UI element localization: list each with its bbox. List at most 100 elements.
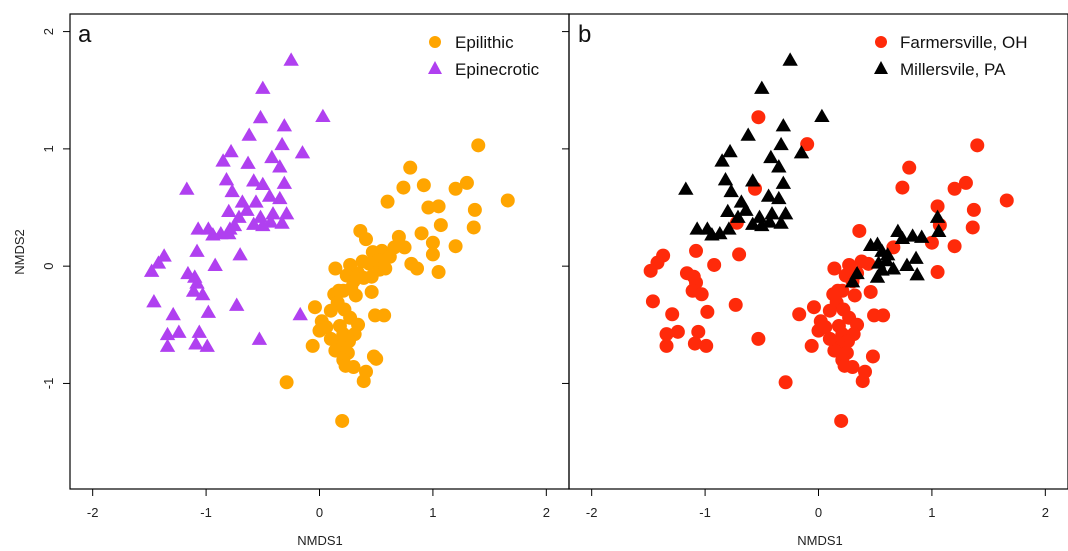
epinecrotic-point — [171, 324, 187, 338]
farmersville-oh-point — [855, 374, 870, 389]
millersvile-pa-point — [745, 216, 761, 230]
epinecrotic-point — [263, 214, 279, 228]
panel-a-marks — [143, 52, 515, 428]
epilithic-point — [319, 320, 334, 335]
millersvile-pa-point — [721, 221, 737, 235]
epilithic-point — [279, 375, 294, 390]
y-tick-label: 0 — [41, 263, 56, 270]
epinecrotic-point — [246, 216, 262, 230]
farmersville-oh-point — [800, 137, 815, 152]
x-tick-label: 0 — [316, 505, 323, 520]
epinecrotic-point — [191, 324, 207, 338]
epinecrotic-point — [194, 286, 211, 301]
epilithic-point — [500, 193, 515, 208]
epilithic-point — [335, 413, 350, 428]
farmersville-oh-point — [827, 261, 842, 276]
millersvile-pa-point — [738, 202, 754, 216]
millersvile-pa-point — [844, 274, 861, 288]
epinecrotic-point — [246, 173, 262, 187]
millersvile-pa-point — [878, 252, 895, 267]
farmersville-oh-point — [699, 338, 714, 353]
epinecrotic-point — [180, 265, 196, 280]
epinecrotic-point — [294, 145, 311, 159]
farmersville-oh-point — [863, 284, 878, 299]
epinecrotic-point — [199, 338, 215, 352]
epinecrotic-point — [241, 127, 257, 141]
epilithic-point — [471, 138, 486, 153]
farmersville-oh-point — [679, 266, 694, 281]
epilithic-point — [323, 331, 338, 346]
farmersville-oh-point — [665, 307, 680, 322]
farmersville-oh-point — [876, 308, 891, 323]
legend-marker-epinecrotic — [428, 61, 442, 74]
farmersville-oh-point — [670, 324, 685, 339]
x-tick-label: 0 — [815, 505, 822, 520]
millersvile-pa-point — [909, 267, 925, 281]
panel-b-marks — [643, 52, 1014, 428]
epinecrotic-point — [188, 336, 204, 350]
epilithic-point — [410, 261, 425, 276]
epinecrotic-point — [255, 217, 271, 232]
epinecrotic-point — [255, 80, 271, 94]
epilithic-point — [307, 300, 322, 315]
millersvile-pa-point — [879, 247, 896, 261]
epilithic-point — [355, 254, 370, 269]
epilithic-point — [328, 343, 343, 358]
x-tick-label: -2 — [87, 505, 99, 520]
farmersville-oh-point — [643, 263, 658, 278]
epilithic-point — [338, 358, 353, 373]
epinecrotic-point — [272, 159, 288, 173]
epilithic-point — [358, 232, 373, 247]
millersvile-pa-point — [782, 52, 798, 66]
farmersville-oh-point — [804, 338, 819, 353]
farmersville-oh-point — [947, 239, 962, 254]
farmersville-oh-point — [902, 160, 917, 175]
farmersville-oh-point — [694, 287, 709, 302]
epilithic-point — [377, 308, 392, 323]
epilithic-point — [382, 249, 397, 264]
epilithic-point — [344, 281, 359, 296]
millersvile-pa-point — [929, 209, 946, 223]
millersvile-pa-point — [754, 217, 770, 232]
epilithic-point — [425, 235, 440, 250]
legend-item-epinecrotic: Epinecrotic — [428, 60, 540, 79]
epilithic-point — [305, 338, 320, 353]
x-tick-label: 1 — [928, 505, 935, 520]
farmersville-oh-point — [865, 349, 880, 364]
millersvile-pa-point — [764, 206, 780, 220]
epinecrotic-point — [226, 217, 243, 232]
epinecrotic-point — [179, 181, 195, 195]
epinecrotic-point — [248, 194, 264, 208]
millersvile-pa-point — [720, 203, 736, 218]
epinecrotic-point — [264, 149, 280, 164]
farmersville-oh-point — [778, 375, 793, 390]
farmersville-oh-point — [707, 257, 722, 272]
epinecrotic-point — [189, 243, 205, 257]
epinecrotic-point — [292, 306, 308, 321]
millersvile-pa-point — [890, 223, 906, 237]
farmersville-oh-point — [847, 288, 862, 303]
epinecrotic-point — [274, 215, 290, 229]
farmersville-oh-point — [700, 304, 715, 319]
legend-item-farmersville: Farmersville, OH — [875, 33, 1028, 52]
millersvile-pa-point — [740, 127, 756, 141]
millersvile-pa-point — [712, 226, 728, 240]
farmersville-oh-point — [751, 331, 766, 346]
millersvile-pa-point — [904, 228, 921, 242]
millersvile-pa-point — [885, 261, 902, 275]
millersvile-pa-point — [745, 173, 761, 187]
millersvile-pa-point — [899, 257, 915, 271]
epinecrotic-point — [207, 257, 223, 271]
millersvile-pa-point — [931, 223, 947, 237]
farmersville-oh-point — [822, 303, 837, 318]
legend-label-epinecrotic: Epinecrotic — [455, 60, 540, 79]
epinecrotic-point — [185, 283, 202, 297]
millersvile-pa-point — [730, 209, 746, 223]
millersvile-pa-point — [914, 229, 930, 243]
millersvile-pa-point — [773, 136, 789, 151]
epinecrotic-point — [252, 209, 269, 223]
x-tick-label: 1 — [429, 505, 436, 520]
epinecrotic-point — [223, 143, 239, 158]
millersvile-pa-point — [862, 237, 879, 252]
epilithic-point — [364, 284, 379, 299]
